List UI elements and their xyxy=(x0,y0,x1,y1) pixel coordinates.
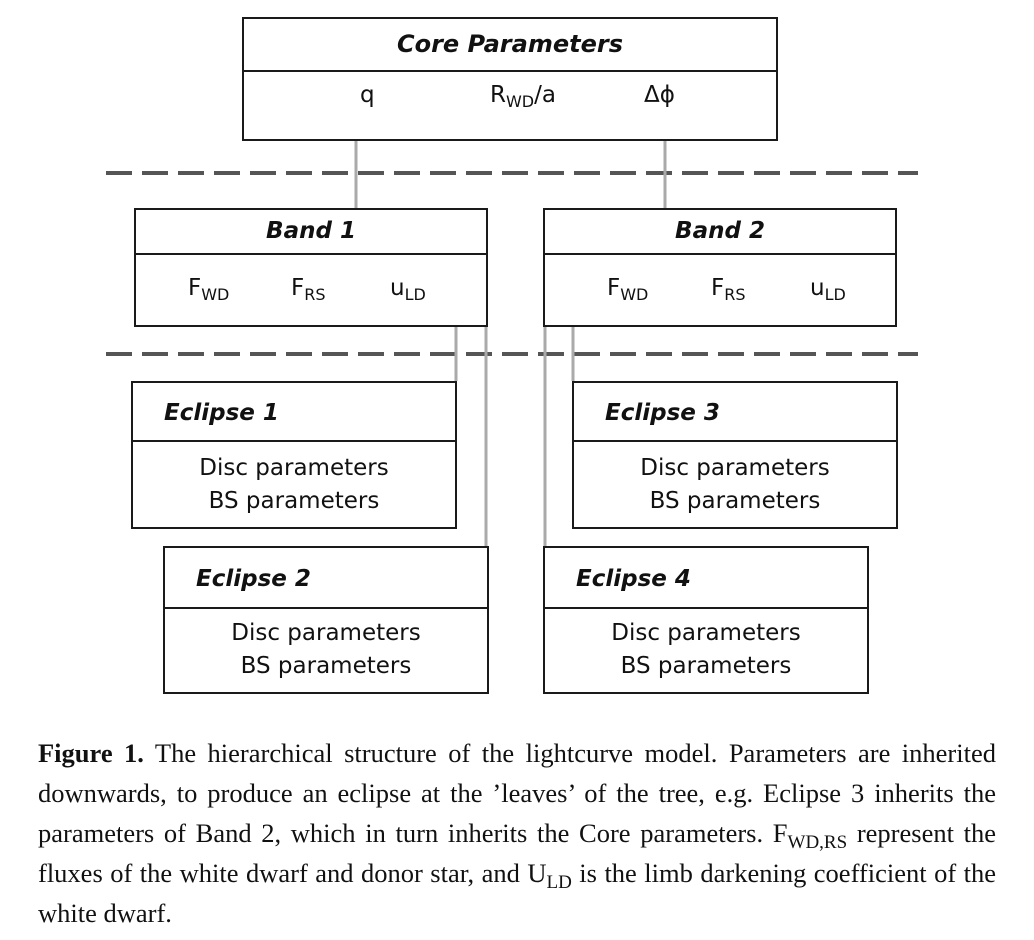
eclipse-1-disc-parameters: Disc parameters xyxy=(199,455,389,481)
caption-text-1: The hierarchical structure of the lightc… xyxy=(38,738,996,848)
eclipse-4-disc-parameters: Disc parameters xyxy=(611,620,801,646)
band-1-box: Band 1 FWD FRS uLD xyxy=(134,208,488,327)
param-delta-phi: Δϕ xyxy=(644,82,675,108)
eclipse-1-body: Disc parameters BS parameters xyxy=(133,440,455,527)
eclipse-2-body: Disc parameters BS parameters xyxy=(165,607,487,692)
caption-text-2: represent the fluxes of the white dwarf … xyxy=(38,818,996,888)
caption-sub-wd-rs: WD,RS xyxy=(787,832,848,853)
band-2-title: Band 2 xyxy=(545,210,895,255)
eclipse-3-disc-parameters: Disc parameters xyxy=(640,455,830,481)
band-2-box: Band 2 FWD FRS uLD xyxy=(543,208,897,327)
connectors xyxy=(106,140,918,546)
band-2-body: FWD FRS uLD xyxy=(545,253,895,325)
eclipse-1-title: Eclipse 1 xyxy=(133,383,455,442)
figure-caption: Figure 1. The hierarchical structure of … xyxy=(38,733,996,933)
eclipse-3-box: Eclipse 3 Disc parameters BS parameters xyxy=(572,381,898,529)
eclipse-3-body: Disc parameters BS parameters xyxy=(574,440,896,527)
param-q: q xyxy=(360,82,375,108)
band-2-param-fwd: FWD xyxy=(607,275,649,304)
band-1-param-frs: FRS xyxy=(291,275,326,304)
eclipse-2-disc-parameters: Disc parameters xyxy=(231,620,421,646)
hierarchy-diagram: Core Parameters q RWD/a Δϕ Band 1 FWD FR… xyxy=(106,17,918,694)
eclipse-4-box: Eclipse 4 Disc parameters BS parameters xyxy=(543,546,869,694)
eclipse-2-box: Eclipse 2 Disc parameters BS parameters xyxy=(163,546,489,694)
core-parameters-box: Core Parameters q RWD/a Δϕ xyxy=(242,17,778,141)
param-rwd-over-a: RWD/a xyxy=(490,82,556,111)
band-2-param-uld: uLD xyxy=(810,275,846,304)
eclipse-2-bs-parameters: BS parameters xyxy=(240,653,412,679)
eclipse-4-body: Disc parameters BS parameters xyxy=(545,607,867,692)
band-1-param-fwd: FWD xyxy=(188,275,230,304)
eclipse-4-bs-parameters: BS parameters xyxy=(620,653,792,679)
eclipse-3-title: Eclipse 3 xyxy=(574,383,896,442)
eclipse-3-bs-parameters: BS parameters xyxy=(649,488,821,514)
band-1-body: FWD FRS uLD xyxy=(136,253,486,325)
eclipse-1-box: Eclipse 1 Disc parameters BS parameters xyxy=(131,381,457,529)
eclipse-2-title: Eclipse 2 xyxy=(165,548,487,609)
caption-text-3: is the limb darkening coefficient of the… xyxy=(38,858,996,928)
band-2-param-frs: FRS xyxy=(711,275,746,304)
band-1-param-uld: uLD xyxy=(390,275,426,304)
core-parameters-body: q RWD/a Δϕ xyxy=(244,70,776,139)
figure-label: Figure 1. xyxy=(38,738,144,768)
eclipse-4-title: Eclipse 4 xyxy=(545,548,867,609)
band-1-title: Band 1 xyxy=(136,210,486,255)
core-parameters-title: Core Parameters xyxy=(244,19,776,72)
caption-sub-ld: LD xyxy=(546,872,572,893)
eclipse-1-bs-parameters: BS parameters xyxy=(208,488,380,514)
